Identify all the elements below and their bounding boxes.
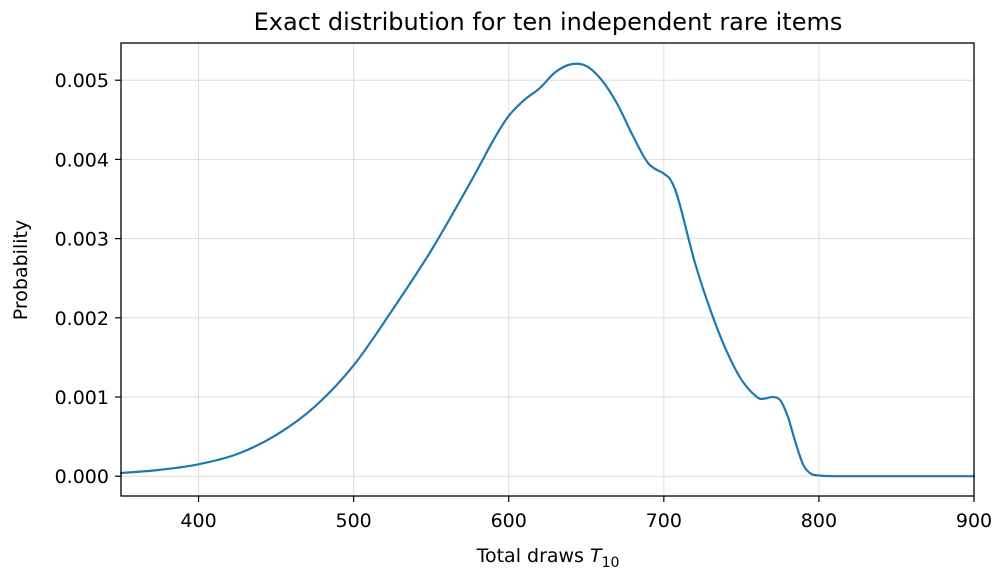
x-tick-label: 600 [491, 510, 527, 532]
y-tick-label: 0.000 [55, 466, 109, 488]
axis-ticks: 400 500 600 700 800 900 0.000 0.001 0.002 0.003 0.… [55, 70, 993, 532]
x-axis-label-subscript: 10 [602, 555, 620, 571]
y-axis-label: Probability [10, 220, 32, 320]
chart-title: Exact distribution for ten independent r… [254, 8, 843, 36]
x-axis-label-symbol: T [590, 545, 603, 567]
x-tick-label: 800 [801, 510, 837, 532]
y-tick-label: 0.005 [55, 70, 109, 92]
plot-frame [120, 42, 975, 497]
y-tick-label: 0.002 [55, 308, 109, 330]
x-axis-label: Total draws T10 [476, 545, 620, 571]
probability-curve [119, 62, 976, 478]
x-tick-label: 900 [956, 510, 992, 532]
x-axis-label-text: Total draws [476, 545, 584, 567]
x-tick-label: 400 [180, 510, 216, 532]
y-tick-label: 0.001 [55, 387, 109, 409]
y-tick-label: 0.004 [55, 149, 109, 171]
x-tick-label: 500 [336, 510, 372, 532]
x-tick-label: 700 [646, 510, 682, 532]
y-tick-label: 0.003 [55, 229, 109, 251]
